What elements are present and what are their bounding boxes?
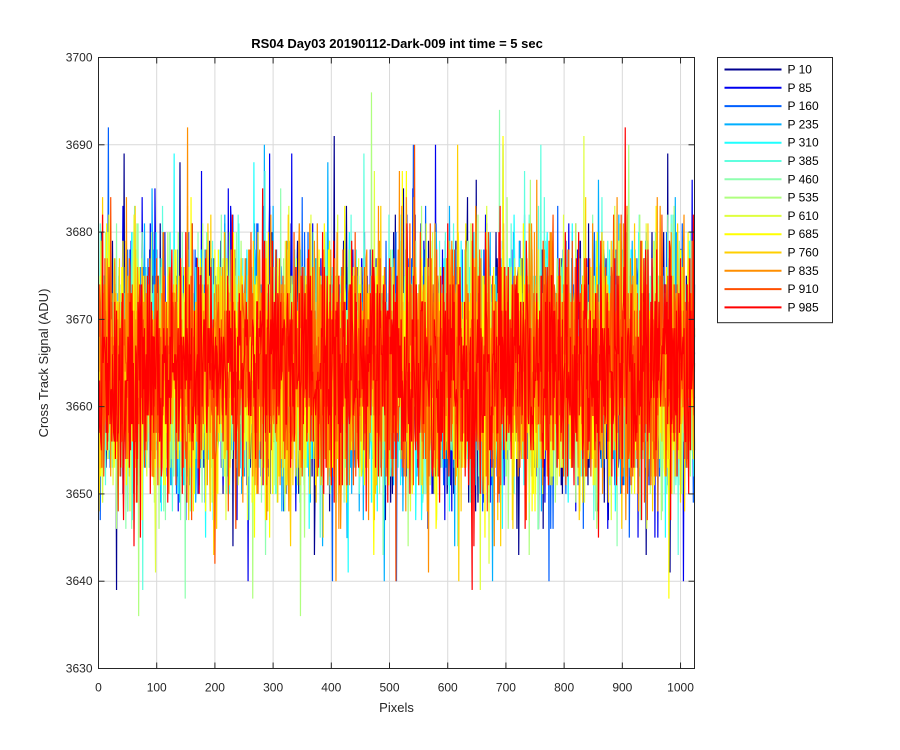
x-tick-label: 100 — [147, 681, 167, 695]
x-tick-label: 700 — [496, 681, 516, 695]
legend-label: P 760 — [788, 246, 819, 260]
y-tick-label: 3660 — [66, 400, 93, 414]
x-tick-label: 400 — [321, 681, 341, 695]
legend-label: P 85 — [788, 81, 813, 95]
legend-box — [717, 57, 833, 324]
x-tick-label: 600 — [438, 681, 458, 695]
series-line-14 — [98, 127, 696, 590]
x-tick-label: 800 — [554, 681, 574, 695]
legend-label: P 610 — [788, 209, 819, 223]
legend-label: P 235 — [788, 117, 819, 131]
x-tick-label: 0 — [95, 681, 102, 695]
y-tick-label: 3650 — [66, 487, 93, 501]
chart-title: RS04 Day03 20190112-Dark-009 int time = … — [251, 36, 543, 51]
y-tick-label: 3630 — [66, 662, 93, 676]
y-tick-label: 3640 — [66, 574, 93, 588]
y-tick-label: 3690 — [66, 138, 93, 152]
legend-label: P 310 — [788, 136, 819, 150]
series-lines — [98, 92, 696, 617]
legend-label: P 910 — [788, 282, 819, 296]
legend-label: P 160 — [788, 99, 819, 113]
y-tick-label: 3670 — [66, 312, 93, 326]
x-tick-label: 300 — [263, 681, 283, 695]
legend-label: P 460 — [788, 172, 819, 186]
y-axis-label: Cross Track Signal (ADU) — [36, 289, 51, 438]
legend: P 10 P 85 P 160 P 235 P 310 P 385 P 460 P 535 P … — [717, 57, 833, 324]
legend-label: P 835 — [788, 264, 819, 278]
plot-frame — [98, 57, 695, 669]
y-tick-label: 3700 — [66, 51, 93, 65]
legend-label: P 985 — [788, 300, 819, 314]
legend-label: P 385 — [788, 154, 819, 168]
x-tick-label: 900 — [612, 681, 632, 695]
legend-label: P 10 — [788, 63, 813, 77]
x-tick-label: 200 — [205, 681, 225, 695]
x-tick-label: 500 — [380, 681, 400, 695]
y-tick-label: 3680 — [66, 225, 93, 239]
axis-ticks: 0 100 200 300 400 500 600 700 800 900 1000 3630 3640… — [66, 51, 695, 695]
x-tick-label: 1000 — [667, 681, 694, 695]
x-axis-label: Pixels — [379, 700, 414, 715]
legend-label: P 685 — [788, 227, 819, 241]
legend-label: P 535 — [788, 191, 819, 205]
